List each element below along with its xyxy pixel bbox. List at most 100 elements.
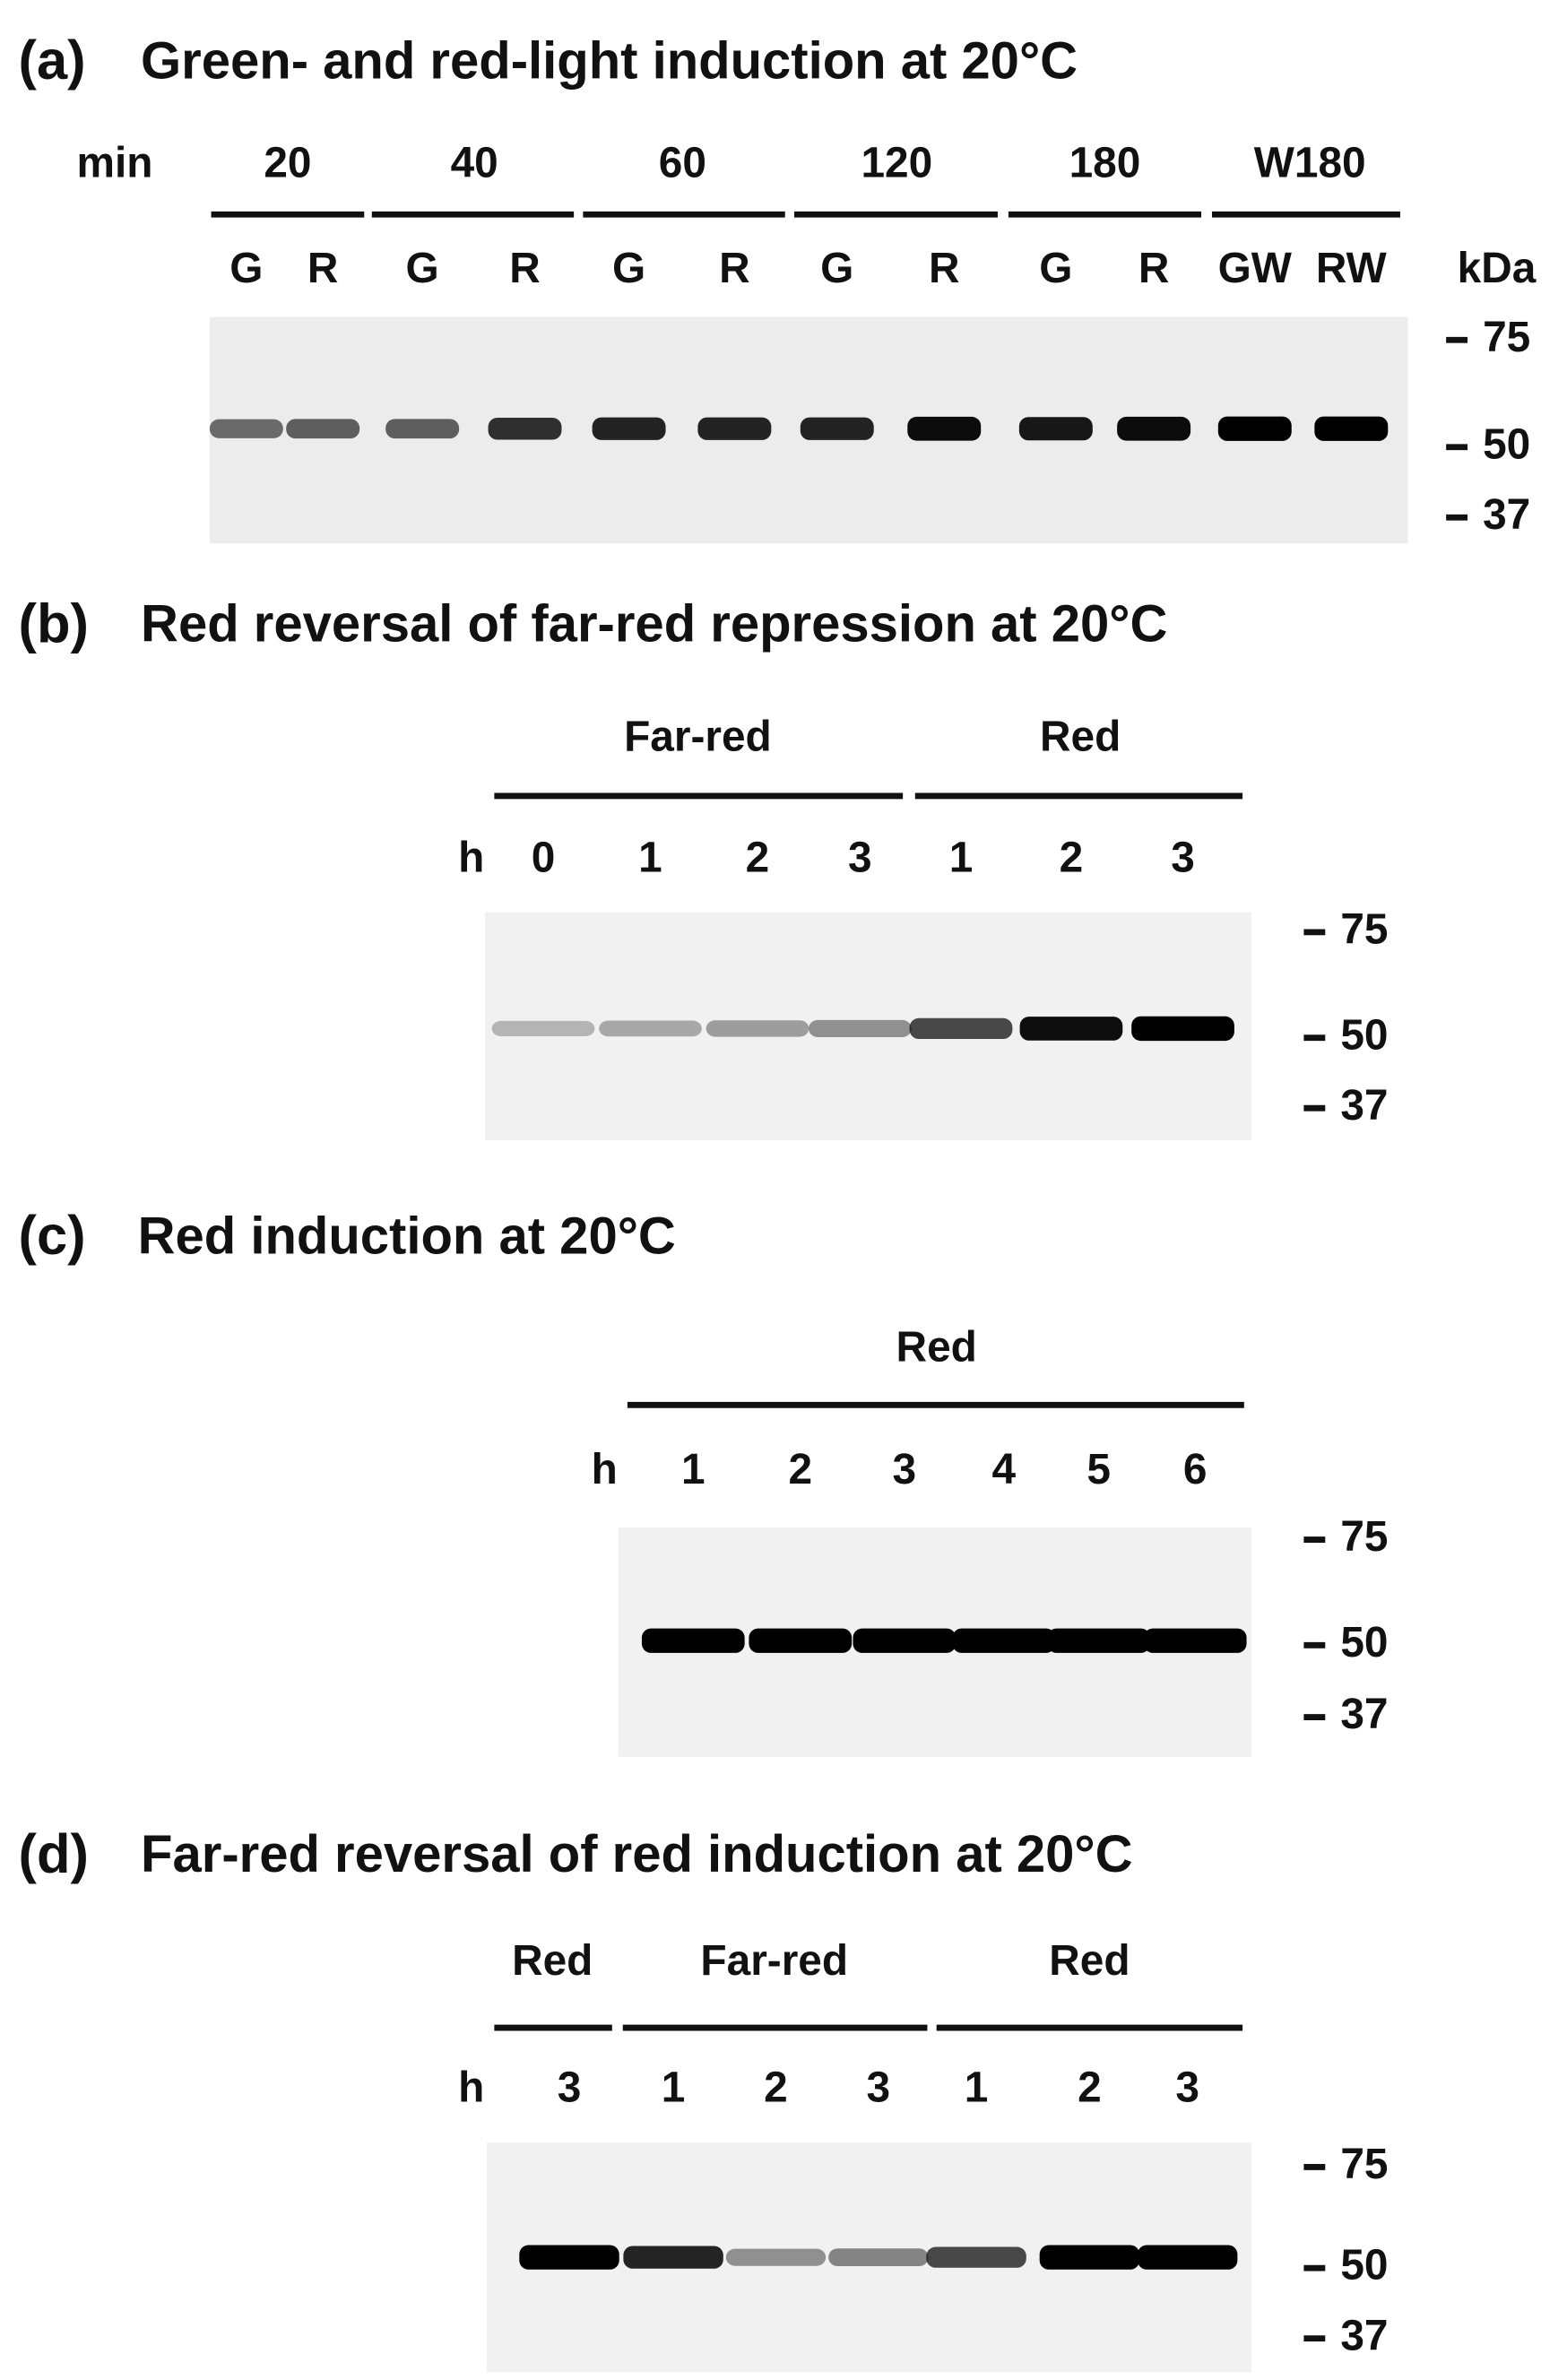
lane-label: 6 xyxy=(1183,1446,1208,1493)
group-label: 120 xyxy=(861,139,932,186)
lane-label: R xyxy=(929,245,960,292)
marker-unit: kDa xyxy=(1458,245,1537,292)
panel-label: (c) xyxy=(18,1205,85,1267)
marker-label: 37 xyxy=(1340,2312,1388,2359)
marker-label: 37 xyxy=(1340,1082,1388,1129)
lane-label: G xyxy=(820,245,853,292)
band xyxy=(1137,2245,1238,2270)
lane-label: 3 xyxy=(1175,2064,1199,2112)
band xyxy=(1143,1628,1247,1653)
lane-label: 3 xyxy=(867,2064,891,2112)
band xyxy=(1047,1628,1151,1653)
lane-label: R xyxy=(719,245,750,292)
panel-label: (d) xyxy=(18,1823,88,1885)
group-label: Red xyxy=(896,1324,977,1372)
group-label: Red xyxy=(1049,1937,1130,1985)
band xyxy=(385,419,460,439)
band xyxy=(1314,416,1389,441)
band xyxy=(725,2248,827,2266)
lane-label: 4 xyxy=(992,1446,1017,1493)
panel-title: Red reversal of far-red repression at 20… xyxy=(141,594,1167,653)
lane-label: GW xyxy=(1218,245,1293,292)
time-unit: min xyxy=(77,139,153,186)
group-label: 180 xyxy=(1069,139,1141,186)
blot xyxy=(485,912,1252,1141)
band xyxy=(519,2245,619,2270)
band xyxy=(1131,1016,1234,1042)
panel-title: Red induction at 20°C xyxy=(138,1207,676,1265)
lane-label: 1 xyxy=(681,1446,706,1493)
lane-label: G xyxy=(1039,245,1072,292)
panel-label: (b) xyxy=(18,593,88,654)
marker-label: 50 xyxy=(1340,2242,1388,2289)
band xyxy=(491,1020,595,1036)
band xyxy=(1018,417,1093,441)
panel-label: (a) xyxy=(18,30,85,91)
band xyxy=(926,2246,1026,2268)
band xyxy=(488,417,562,440)
band xyxy=(1117,416,1191,441)
lane-label: G xyxy=(612,245,645,292)
band xyxy=(749,1628,853,1653)
marker-label: 50 xyxy=(1340,1619,1388,1666)
lane-label: 1 xyxy=(638,834,662,881)
band xyxy=(599,1020,702,1037)
lane-label: 0 xyxy=(532,834,556,881)
group-label: Far-red xyxy=(624,713,772,760)
lane-label: 1 xyxy=(965,2064,989,2112)
lane-label: 2 xyxy=(1060,834,1084,881)
band xyxy=(592,417,666,440)
lane-label: G xyxy=(229,245,263,292)
lane-label: 1 xyxy=(949,834,974,881)
band xyxy=(641,1628,745,1653)
band xyxy=(907,416,982,441)
lane-label: R xyxy=(1138,245,1170,292)
marker-label: 75 xyxy=(1340,905,1388,953)
lane-label: G xyxy=(406,245,439,292)
band xyxy=(952,1628,1056,1653)
band xyxy=(706,1020,809,1037)
marker-label: 75 xyxy=(1340,2141,1388,2188)
group-label: 20 xyxy=(264,139,311,186)
group-label: Red xyxy=(512,1937,593,1985)
lane-label: 2 xyxy=(1078,2064,1102,2112)
group-label: 40 xyxy=(451,139,498,186)
band xyxy=(286,419,360,439)
time-unit: h xyxy=(592,1446,618,1493)
marker-label: 37 xyxy=(1483,491,1530,539)
band xyxy=(800,417,874,440)
panel-title: Green- and red-light induction at 20°C xyxy=(141,31,1078,90)
band xyxy=(1217,416,1292,441)
band xyxy=(1019,1017,1123,1041)
lane-label: RW xyxy=(1316,245,1388,292)
band xyxy=(209,419,283,438)
group-label: Far-red xyxy=(700,1937,848,1985)
marker-label: 50 xyxy=(1340,1011,1388,1059)
band xyxy=(1039,2245,1140,2270)
marker-label: 75 xyxy=(1483,314,1530,361)
band xyxy=(853,1628,957,1653)
band xyxy=(828,2248,929,2267)
time-unit: h xyxy=(458,834,484,881)
group-label: W180 xyxy=(1254,139,1366,186)
band xyxy=(808,1019,912,1037)
band xyxy=(623,2246,723,2269)
group-label: 60 xyxy=(659,139,706,186)
panel-title: Far-red reversal of red induction at 20°… xyxy=(141,1825,1132,1883)
group-label: Red xyxy=(1040,713,1121,760)
band xyxy=(697,417,772,440)
band xyxy=(909,1017,1013,1040)
lane-label: 3 xyxy=(893,1446,917,1493)
time-unit: h xyxy=(458,2064,484,2112)
lane-label: 5 xyxy=(1087,1446,1111,1493)
lane-label: R xyxy=(307,245,339,292)
lane-label: 2 xyxy=(788,1446,812,1493)
marker-label: 37 xyxy=(1340,1691,1388,1738)
lane-label: 3 xyxy=(848,834,872,881)
lane-label: 2 xyxy=(764,2064,788,2112)
lane-label: 2 xyxy=(746,834,770,881)
lane-label: 3 xyxy=(1171,834,1195,881)
lane-label: 3 xyxy=(558,2064,582,2112)
marker-label: 75 xyxy=(1340,1513,1388,1561)
